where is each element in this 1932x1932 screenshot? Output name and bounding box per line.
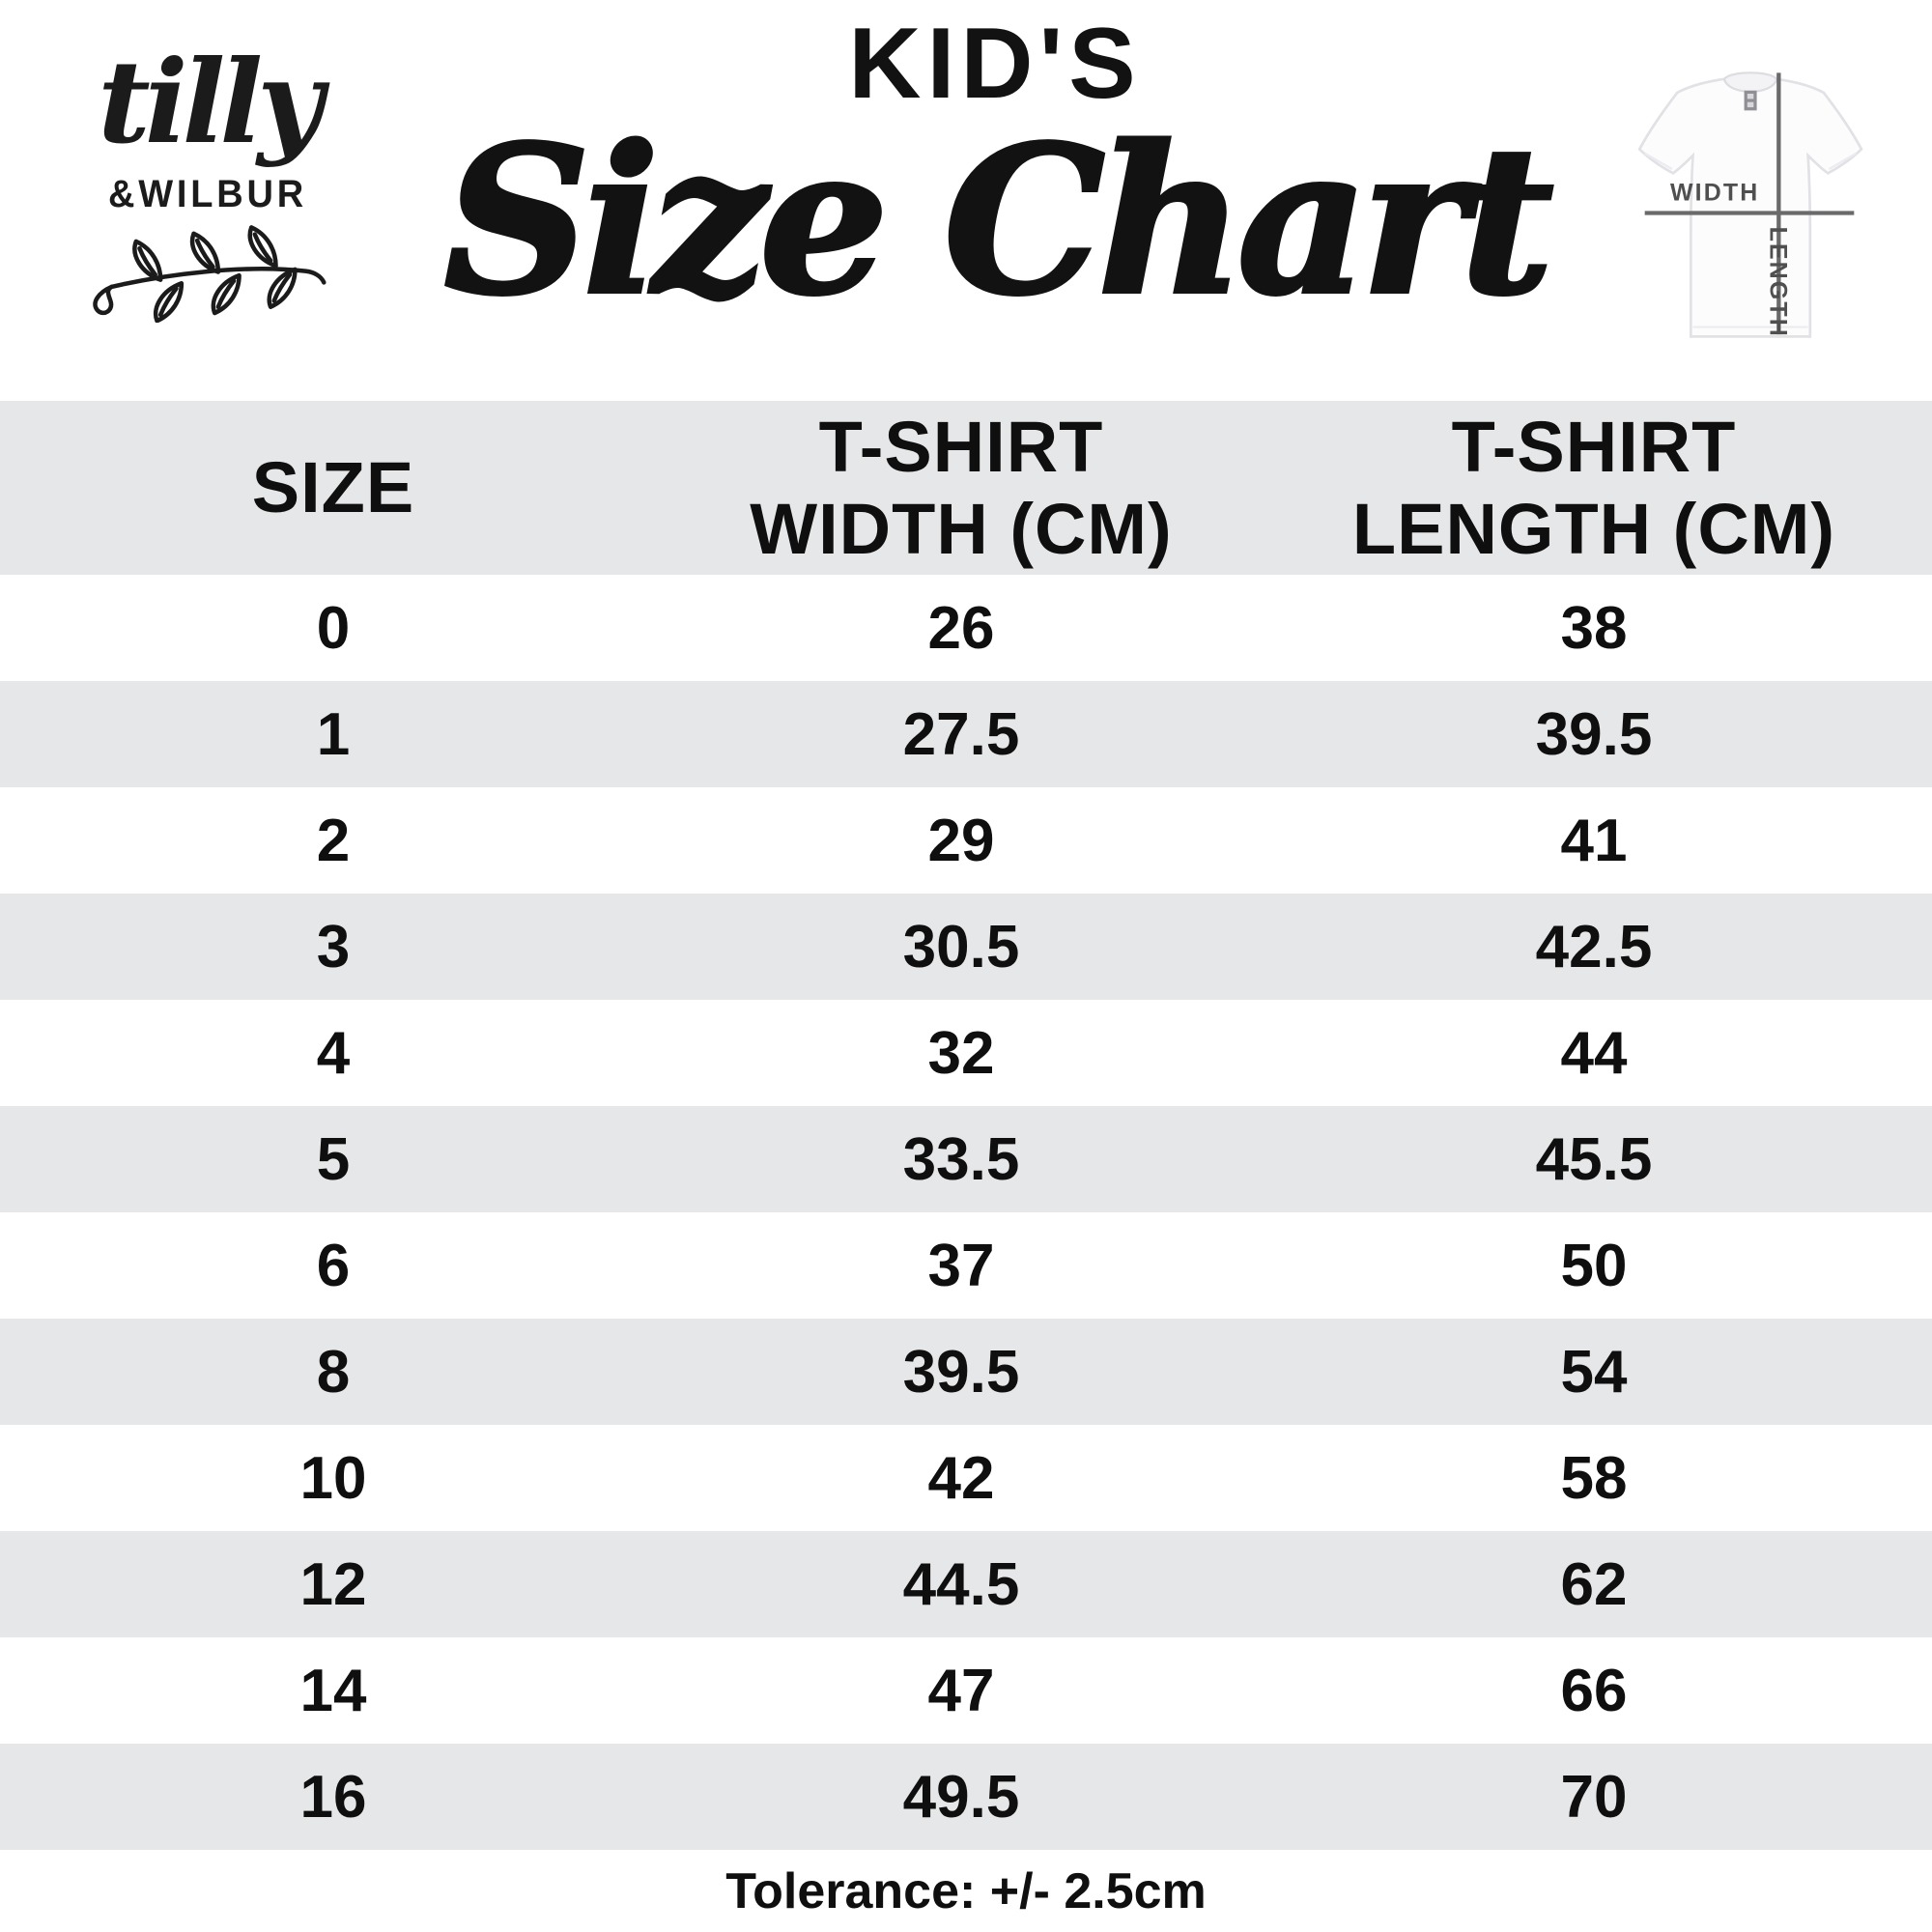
title-block: KID'S Size Chart bbox=[377, 0, 1613, 340]
cell-length: 58 bbox=[1560, 1444, 1628, 1512]
table-row: 16 49.5 70 bbox=[0, 1744, 1932, 1850]
cell-length: 42.5 bbox=[1535, 913, 1653, 980]
tshirt-image: WIDTH LENGTH bbox=[1637, 71, 1863, 338]
length-label: LENGTH bbox=[1765, 227, 1792, 338]
tshirt-measure-diagram: WIDTH LENGTH bbox=[1613, 0, 1932, 357]
size-table: SIZE T-SHIRT WIDTH (CM) T-SHIRT LENGTH (… bbox=[0, 401, 1932, 1850]
cell-length: 54 bbox=[1560, 1338, 1628, 1406]
table-row: 6 37 50 bbox=[0, 1212, 1932, 1319]
cell-width: 26 bbox=[927, 594, 995, 662]
table-row: 8 39.5 54 bbox=[0, 1319, 1932, 1425]
table-row: 3 30.5 42.5 bbox=[0, 894, 1932, 1000]
tolerance-note: Tolerance: +/- 2.5cm bbox=[725, 1862, 1207, 1919]
cell-length: 41 bbox=[1560, 807, 1628, 874]
col-header-line: LENGTH (CM) bbox=[1351, 489, 1836, 569]
neck-label bbox=[1744, 90, 1757, 111]
cell-width: 42 bbox=[927, 1444, 995, 1512]
table-row: 5 33.5 45.5 bbox=[0, 1106, 1932, 1212]
cell-width: 30.5 bbox=[902, 913, 1020, 980]
table-row: 2 29 41 bbox=[0, 787, 1932, 894]
cell-length: 70 bbox=[1560, 1763, 1628, 1831]
cell-width: 32 bbox=[927, 1019, 995, 1087]
cell-length: 38 bbox=[1560, 594, 1628, 662]
cell-size: 6 bbox=[316, 1232, 351, 1299]
cell-size: 10 bbox=[299, 1444, 367, 1512]
table-row: 14 47 66 bbox=[0, 1637, 1932, 1744]
cell-width: 39.5 bbox=[902, 1338, 1020, 1406]
cell-size: 12 bbox=[299, 1550, 367, 1618]
width-label: WIDTH bbox=[1670, 180, 1759, 207]
table-row: 4 32 44 bbox=[0, 1000, 1932, 1106]
header-section: tilly &WILBUR bbox=[0, 0, 1932, 401]
cell-size: 8 bbox=[316, 1338, 351, 1406]
brand-name-caps: &WILBUR bbox=[107, 173, 308, 216]
cell-length: 62 bbox=[1560, 1550, 1628, 1618]
brand-logo: tilly &WILBUR bbox=[39, 0, 377, 324]
cell-size: 14 bbox=[299, 1657, 367, 1724]
cell-length: 45.5 bbox=[1535, 1125, 1653, 1193]
cell-width: 27.5 bbox=[902, 700, 1020, 768]
cell-length: 39.5 bbox=[1535, 700, 1653, 768]
col-header-width: T-SHIRT WIDTH (CM) bbox=[667, 406, 1256, 570]
col-header-line: SIZE bbox=[251, 447, 415, 528]
cell-width: 44.5 bbox=[902, 1550, 1020, 1618]
cell-width: 37 bbox=[927, 1232, 995, 1299]
col-header-line: WIDTH (CM) bbox=[750, 489, 1173, 569]
cell-size: 3 bbox=[316, 913, 351, 980]
table-row: 10 42 58 bbox=[0, 1425, 1932, 1531]
brand-name-script: tilly bbox=[98, 35, 324, 169]
cell-length: 66 bbox=[1560, 1657, 1628, 1724]
col-header-length: T-SHIRT LENGTH (CM) bbox=[1256, 406, 1932, 570]
cell-width: 47 bbox=[927, 1657, 995, 1724]
cell-size: 0 bbox=[316, 594, 351, 662]
laurel-branch-icon bbox=[93, 225, 327, 324]
col-header-line: T-SHIRT bbox=[818, 406, 1104, 487]
col-header-line: T-SHIRT bbox=[1451, 406, 1737, 487]
table-header-row: SIZE T-SHIRT WIDTH (CM) T-SHIRT LENGTH (… bbox=[0, 401, 1932, 575]
cell-length: 44 bbox=[1560, 1019, 1628, 1087]
cell-size: 1 bbox=[316, 700, 351, 768]
chart-title: Size Chart bbox=[442, 101, 1556, 340]
table-row: 1 27.5 39.5 bbox=[0, 681, 1932, 787]
cell-size: 5 bbox=[316, 1125, 351, 1193]
cell-width: 29 bbox=[927, 807, 995, 874]
cell-size: 4 bbox=[316, 1019, 351, 1087]
table-row: 12 44.5 62 bbox=[0, 1531, 1932, 1637]
cell-width: 33.5 bbox=[902, 1125, 1020, 1193]
chart-kicker: KID'S bbox=[848, 8, 1142, 120]
col-header-size: SIZE bbox=[0, 446, 667, 528]
table-body: 0 26 38 1 27.5 39.5 2 29 41 3 30.5 42.5 4 32 44 5 33.5 45… bbox=[0, 575, 1932, 1850]
cell-width: 49.5 bbox=[902, 1763, 1020, 1831]
cell-size: 16 bbox=[299, 1763, 367, 1831]
table-row: 0 26 38 bbox=[0, 575, 1932, 681]
cell-size: 2 bbox=[316, 807, 351, 874]
cell-length: 50 bbox=[1560, 1232, 1628, 1299]
